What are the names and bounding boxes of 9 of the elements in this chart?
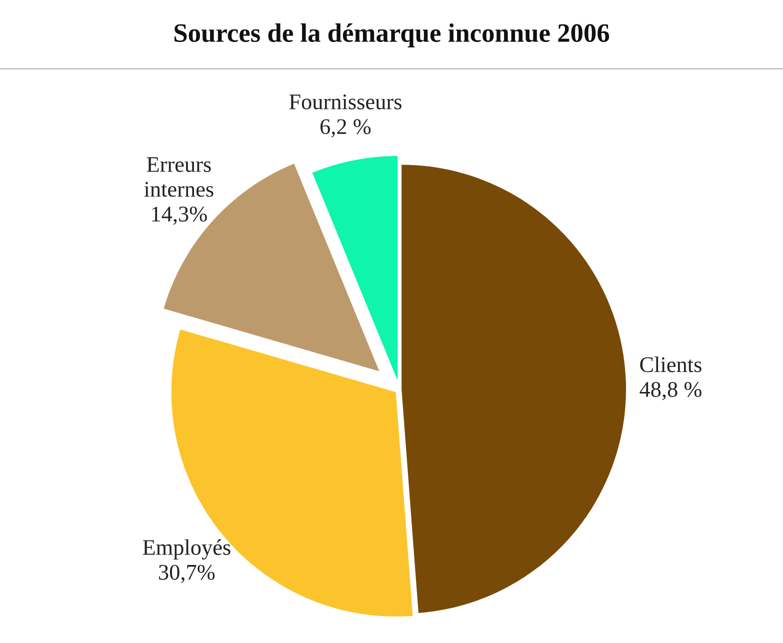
slice-label: Erreurs internes <box>144 157 214 197</box>
slice-label: Clients <box>640 356 702 372</box>
data-label: 14,3% <box>152 206 207 225</box>
data-label: 30,7% <box>159 564 215 584</box>
data-label: 48,8 % <box>640 382 702 400</box>
chart-title: Sources de la démarque inconnue 2006 <box>174 23 610 48</box>
data-label: 6,2 % <box>320 119 371 138</box>
slice-label: Employés <box>142 539 230 560</box>
slice-label: Fournisseurs <box>289 94 402 110</box>
